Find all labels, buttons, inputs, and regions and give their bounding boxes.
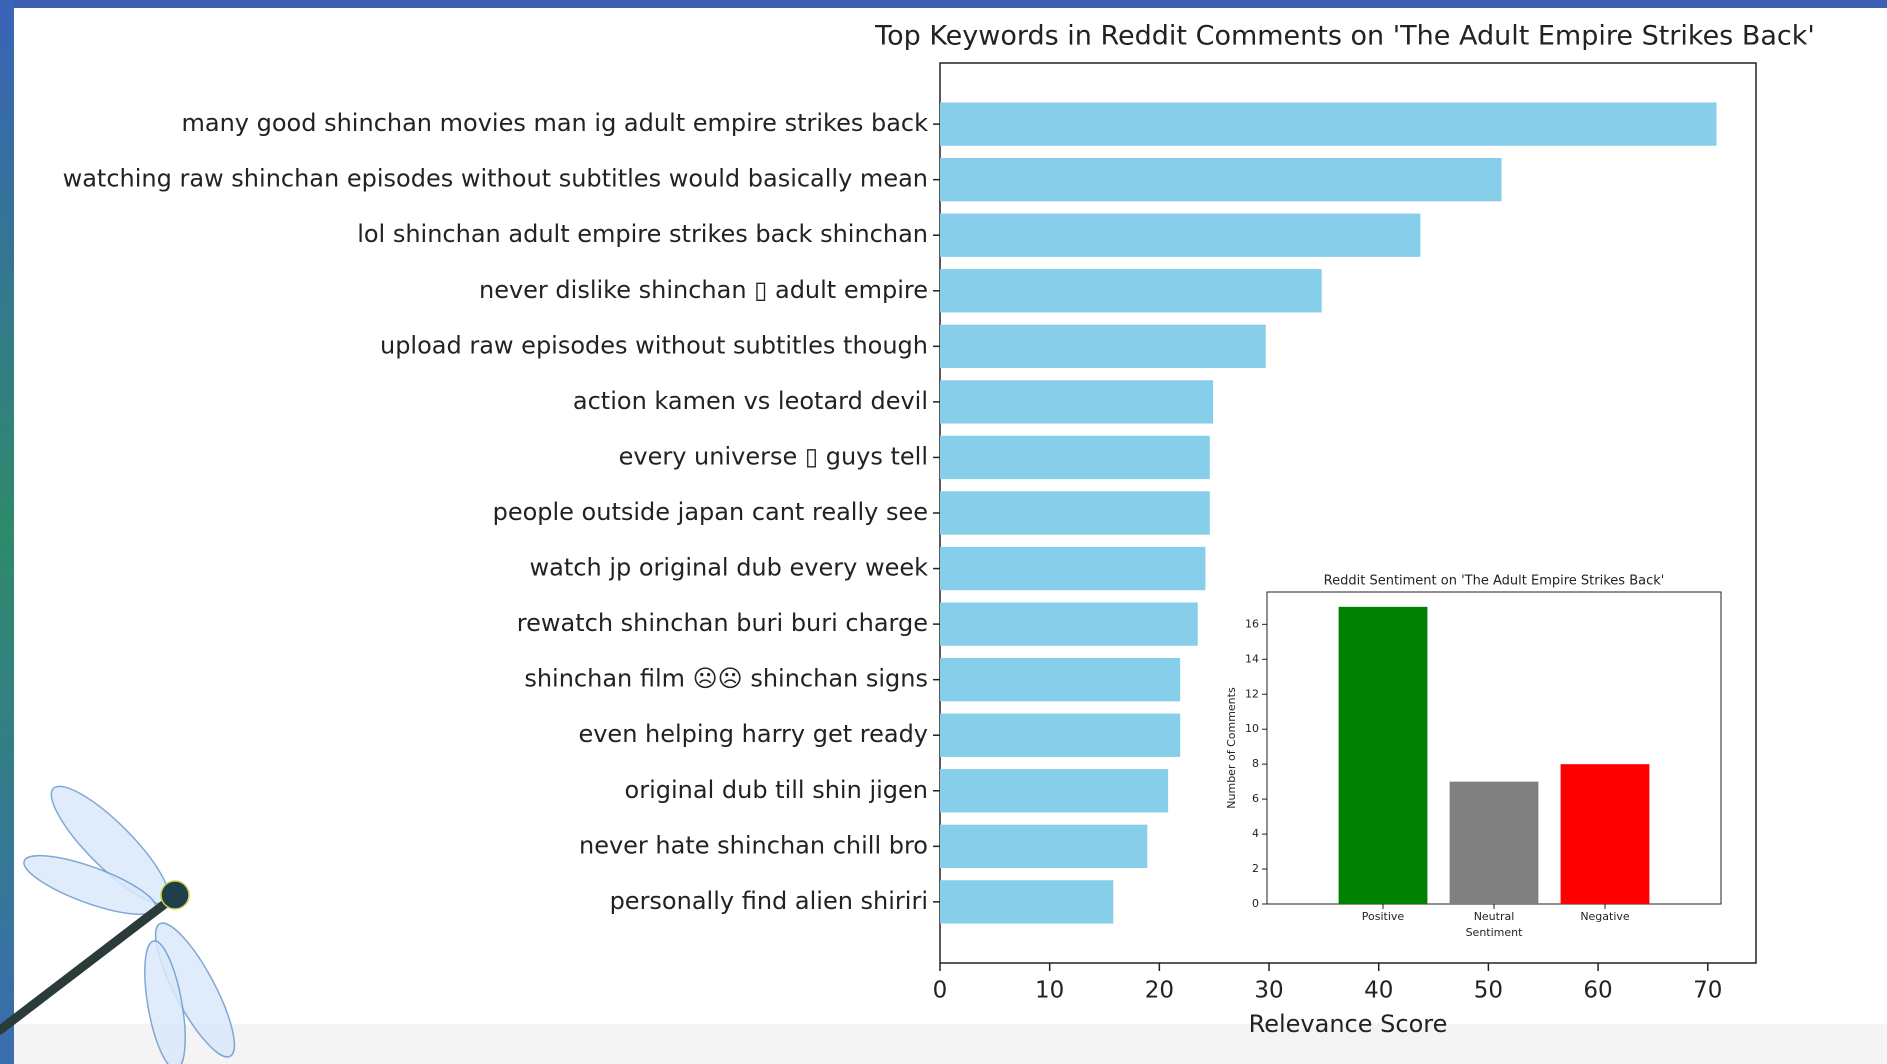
y-tick-label: personally find alien shiriri: [610, 887, 928, 915]
x-tick-label: 40: [1364, 978, 1393, 1004]
bar: [940, 269, 1322, 313]
y-tick-label: rewatch shinchan buri buri charge: [517, 609, 928, 637]
bar: [940, 491, 1210, 535]
bar: [940, 769, 1169, 813]
x-tick-label: 30: [1254, 978, 1283, 1004]
y-tick-label: 4: [1252, 827, 1259, 840]
y-tick-label: 0: [1252, 897, 1259, 910]
y-tick-label: 6: [1252, 792, 1259, 805]
x-tick-label: 50: [1474, 978, 1503, 1004]
y-tick-label: original dub till shin jigen: [625, 776, 928, 804]
top-edge: [0, 0, 1887, 8]
y-tick-label: watching raw shinchan episodes without s…: [63, 165, 928, 193]
y-tick-label: every universe ▯ guys tell: [619, 442, 928, 470]
bar: [940, 158, 1502, 202]
bar: [940, 435, 1210, 480]
y-tick-label: action kamen vs leotard devil: [573, 387, 928, 415]
y-tick-label: 10: [1245, 722, 1259, 735]
bar: [940, 880, 1114, 924]
bar: [940, 602, 1198, 646]
bar: [1560, 764, 1650, 904]
dragonfly: [0, 785, 236, 1064]
y-tick-label: upload raw episodes without subtitles th…: [380, 331, 928, 359]
x-axis-label: Sentiment: [1466, 926, 1524, 939]
y-axis-label: Number of Comments: [1225, 687, 1238, 809]
x-tick-label: 60: [1583, 978, 1612, 1004]
y-tick-label: 14: [1245, 652, 1259, 665]
y-tick-label: watch jp original dub every week: [530, 554, 929, 582]
bar: [940, 324, 1266, 368]
y-tick-label: people outside japan cant really see: [493, 498, 928, 526]
y-tick-label: lol shinchan adult empire strikes back s…: [357, 220, 928, 248]
bar: [940, 380, 1214, 424]
x-tick-label: 10: [1035, 978, 1064, 1004]
bar: [940, 213, 1421, 257]
bottom-strip: [14, 1024, 1887, 1064]
y-tick-label: 16: [1245, 617, 1259, 630]
bar: [940, 102, 1717, 146]
y-tick-label: 8: [1252, 757, 1259, 770]
x-tick-label: 20: [1145, 978, 1174, 1004]
bar: [940, 713, 1181, 757]
x-tick-label: 70: [1693, 978, 1722, 1004]
y-tick-label: even helping harry get ready: [578, 720, 928, 748]
x-tick-label: Negative: [1580, 910, 1630, 923]
left-edge: [0, 0, 14, 1064]
bar: [1338, 606, 1428, 904]
x-tick-label: 0: [933, 978, 948, 1004]
bar: [1449, 781, 1539, 904]
y-tick-label: 2: [1252, 862, 1259, 875]
bar: [940, 824, 1148, 868]
y-tick-label: never hate shinchan chill bro: [579, 831, 928, 859]
y-tick-label: never dislike shinchan ▯ adult empire: [479, 276, 928, 304]
inset-title: Reddit Sentiment on 'The Adult Empire St…: [1324, 574, 1665, 589]
x-tick-label: Positive: [1362, 910, 1405, 923]
chart-title: Top Keywords in Reddit Comments on 'The …: [874, 21, 1815, 52]
x-axis-label: Relevance Score: [1249, 1010, 1448, 1038]
y-tick-label: many good shinchan movies man ig adult e…: [182, 109, 929, 137]
bar: [940, 546, 1206, 591]
bar: [940, 658, 1181, 702]
x-tick-label: Neutral: [1474, 910, 1515, 923]
y-tick-label: shinchan film ☹☹ shinchan signs: [524, 665, 928, 693]
y-tick-label: 12: [1245, 687, 1259, 700]
